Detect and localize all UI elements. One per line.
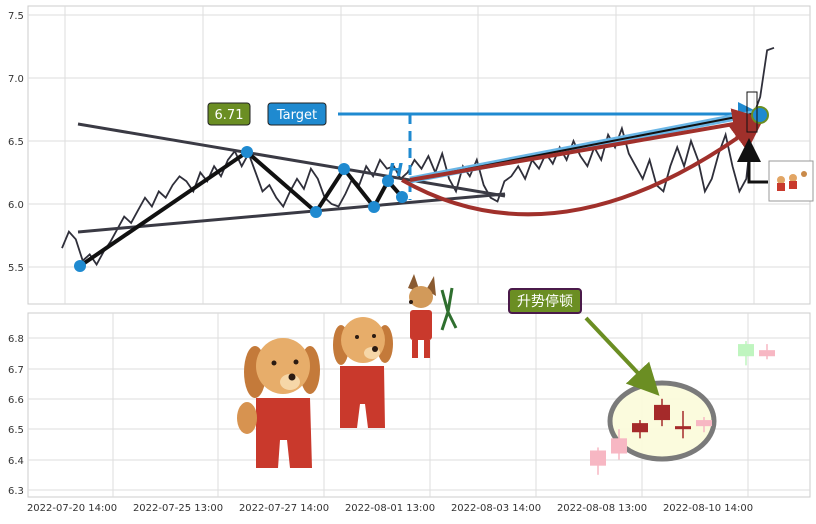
x-tick-label: 2022-07-20 14:00: [27, 503, 117, 514]
highlighted-candles: [611, 398, 712, 460]
pause-label-text: 升势停顿: [517, 293, 573, 310]
dog-nose: [409, 300, 413, 304]
pause-arrow: [584, 316, 660, 396]
up-arrow: [737, 138, 768, 184]
y-tick-label: 7.0: [8, 74, 24, 85]
x-tick-label: 2022-08-03 14:00: [451, 503, 541, 514]
dog-eye: [372, 334, 376, 338]
mini-dog-body: [789, 181, 797, 189]
dog-nose: [288, 373, 296, 381]
candle-body: [738, 344, 754, 357]
target-tag-box: [267, 102, 327, 126]
wave-point: [368, 201, 380, 213]
dog-tail: [237, 402, 257, 434]
dog-leg: [412, 340, 418, 358]
y-tick-label: 6.5: [8, 425, 24, 436]
dog-head: [409, 286, 433, 308]
mini-dog-head: [789, 174, 797, 182]
mini-dog-body: [777, 183, 785, 191]
dog-eye: [293, 359, 299, 365]
target-tag-label: Target: [276, 108, 317, 123]
dog-illustration-small: [408, 274, 458, 358]
wave-point: [74, 260, 86, 272]
target-tag: Target: [267, 102, 327, 126]
wave-point: [396, 191, 408, 203]
candle-body: [675, 426, 691, 430]
dog-overalls: [256, 398, 312, 468]
x-tick-label: 2022-07-25 13:00: [133, 503, 223, 514]
mini-dog-head: [801, 171, 807, 177]
pliers-icon: [440, 287, 458, 331]
price-panel-frame: [27, 5, 811, 305]
x-tick-label: 2022-08-08 13:00: [557, 503, 647, 514]
candle-body: [611, 438, 627, 454]
red-arc: [401, 119, 764, 217]
candle-body: [654, 404, 670, 421]
dog-nose: [372, 346, 378, 352]
price-line: [61, 46, 775, 267]
mini-dog-head: [777, 176, 785, 184]
pause-label-box: [508, 288, 582, 314]
price-tag-label: 6.71: [215, 108, 244, 123]
dog-eye: [271, 360, 277, 366]
dog-overalls: [410, 310, 432, 340]
y-tick-label: 6.6: [8, 395, 24, 406]
x-tick-label: 2022-08-10 14:00: [663, 503, 753, 514]
x-tick-label: 2022-08-01 13:00: [345, 503, 435, 514]
candle-y-axis: 6.8 6.7 6.6 6.5 6.4 6.3: [8, 334, 24, 497]
red-trend-arrow: [409, 108, 765, 182]
candle-body: [632, 423, 648, 433]
dog-eye: [355, 335, 359, 339]
dog-leg: [424, 340, 430, 358]
dog-overalls: [340, 366, 385, 428]
wave-points: [74, 106, 769, 272]
candle-body: [590, 450, 606, 466]
candle-body: [696, 420, 712, 427]
price-grid: [28, 6, 810, 304]
candle-body: [759, 350, 775, 357]
candles: [590, 341, 775, 475]
h-marker: H: [388, 160, 403, 181]
y-tick-label: 6.7: [8, 365, 24, 376]
wave-point: [338, 163, 350, 175]
price-y-axis: 7.5 7.0 6.5 6.0 5.5: [8, 11, 24, 274]
dog-illustration-medium: [333, 317, 393, 428]
x-axis: 2022-07-20 14:00 2022-07-25 13:00 2022-0…: [27, 503, 753, 514]
y-tick-label: 6.0: [8, 200, 24, 211]
y-tick-label: 5.5: [8, 263, 24, 274]
wave-point: [310, 206, 322, 218]
price-tag-box: [207, 102, 251, 126]
pause-label: 升势停顿: [508, 288, 582, 314]
price-tag: 6.71: [207, 102, 251, 126]
mini-dogs-sticker: [777, 171, 807, 191]
wave-point: [241, 146, 253, 158]
lower-trendline: [77, 192, 506, 234]
target-bracket: [746, 91, 758, 133]
sticker-box: [768, 160, 814, 202]
x-tick-label: 2022-07-27 14:00: [239, 503, 329, 514]
dog-illustration-large: [237, 338, 320, 468]
wave-point: [382, 175, 394, 187]
y-tick-label: 6.8: [8, 334, 24, 345]
y-tick-label: 6.3: [8, 486, 24, 497]
upper-trendline: [77, 122, 506, 198]
y-tick-label: 6.4: [8, 456, 24, 467]
y-tick-label: 7.5: [8, 11, 24, 22]
target-point: [751, 106, 769, 124]
y-tick-label: 6.5: [8, 137, 24, 148]
